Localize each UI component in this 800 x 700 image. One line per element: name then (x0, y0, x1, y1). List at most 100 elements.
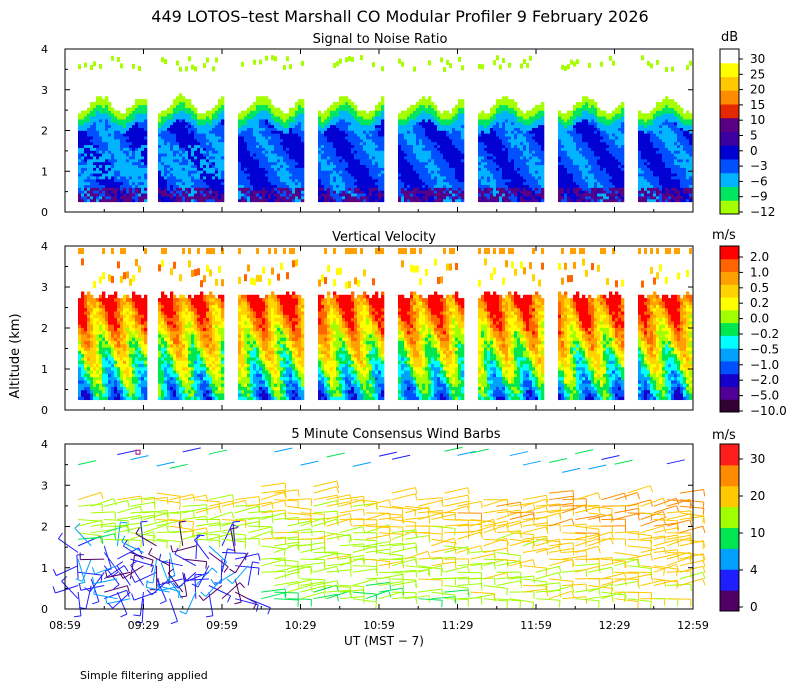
snr-cell (523, 181, 527, 185)
snr-cell (490, 196, 494, 200)
snr-cell (280, 181, 284, 185)
snr-cell (221, 167, 225, 171)
snr-cell (259, 164, 263, 168)
snr-cell (561, 127, 565, 131)
snr-cell (502, 104, 506, 108)
snr-cell (141, 173, 145, 177)
snr-cell (132, 141, 136, 146)
snr-cell (99, 187, 103, 191)
snr-cell (144, 178, 148, 183)
snr-cell (520, 147, 524, 151)
snr-cell (484, 119, 488, 123)
snr-cell (158, 173, 162, 177)
snr-cell (318, 127, 322, 131)
snr-cell (218, 127, 222, 131)
snr-cell (354, 196, 358, 200)
snr-cell (274, 173, 278, 177)
snr-cell (277, 173, 281, 177)
snr-cell (206, 190, 210, 194)
snr-cell (99, 181, 103, 185)
snr-cell (209, 164, 213, 168)
snr-cell (416, 121, 420, 126)
snr-cell (129, 139, 133, 143)
snr-cell (333, 153, 337, 157)
snr-cell (87, 110, 91, 114)
snr-cell (413, 153, 417, 157)
snr-cell (508, 161, 512, 166)
snr-cell (570, 184, 574, 188)
snr-cell (271, 124, 275, 128)
snr-cell (526, 113, 530, 117)
snr-cell (407, 176, 411, 180)
snr-cell (292, 164, 296, 168)
snr-cell (413, 136, 417, 140)
snr-cell (283, 159, 287, 163)
snr-cell (93, 164, 97, 168)
snr-cell (591, 153, 595, 157)
snr-cell (274, 130, 278, 134)
snr-cell (253, 139, 257, 143)
snr-cell (413, 167, 417, 171)
snr-cell (292, 184, 296, 188)
snr-cell (111, 167, 115, 171)
snr-cell (238, 130, 242, 134)
snr-cell (253, 101, 257, 106)
snr-cell (487, 156, 491, 160)
snr-cell (502, 184, 506, 188)
snr-cell (369, 130, 373, 134)
snr-cell (458, 167, 462, 171)
snr-cell (458, 104, 462, 108)
snr-cell (523, 133, 527, 137)
snr-cell (573, 156, 577, 160)
snr-cell (508, 124, 512, 128)
snr-cell (206, 193, 210, 197)
snr-cell (188, 198, 192, 203)
snr-cell (114, 133, 118, 137)
snr-cell (247, 150, 251, 154)
snr-cell (280, 121, 284, 126)
snr-cell (425, 133, 429, 137)
snr-cell (256, 161, 260, 166)
snr-cell (126, 110, 130, 114)
snr-cell (161, 178, 165, 183)
snr-cell (541, 104, 545, 108)
snr-cell (176, 127, 180, 131)
snr-cell (274, 187, 278, 191)
snr-cell (458, 136, 462, 140)
snr-cell (410, 147, 414, 151)
snr-cell (324, 178, 328, 183)
snr-cell (170, 173, 174, 177)
snr-cell (502, 96, 506, 100)
snr-cell (144, 110, 148, 114)
snr-cell (458, 190, 462, 194)
snr-cell (185, 196, 189, 200)
snr-cell (197, 127, 201, 131)
snr-cell (517, 176, 521, 180)
snr-cell (105, 139, 109, 143)
snr-cell (289, 141, 293, 146)
snr-cell (280, 184, 284, 188)
snr-cell (301, 156, 305, 160)
snr-cell (102, 133, 106, 137)
snr-cell (161, 139, 165, 143)
snr-cell (490, 161, 494, 166)
snr-cell (532, 136, 536, 140)
snr-cell (90, 113, 94, 117)
snr-cell (345, 147, 349, 151)
snr-cell (161, 198, 165, 203)
snr-cell (135, 167, 139, 171)
snr-cell (132, 139, 136, 143)
snr-cell (286, 178, 290, 183)
snr-cell (478, 63, 481, 69)
snr-cell (339, 170, 343, 174)
snr-cell (517, 141, 521, 146)
snr-cell (413, 184, 417, 188)
snr-cell (144, 141, 148, 146)
snr-cell (274, 176, 278, 180)
snr-cell (517, 116, 521, 120)
snr-cell (529, 198, 533, 203)
snr-cell (452, 121, 456, 126)
snr-cell (336, 136, 340, 140)
snr-cell (105, 164, 109, 168)
snr-cell (428, 178, 432, 183)
